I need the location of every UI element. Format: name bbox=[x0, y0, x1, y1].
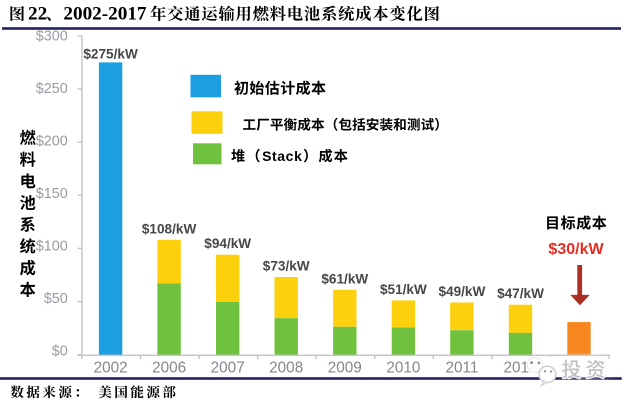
svg-text:Stack: Stack bbox=[262, 148, 302, 164]
svg-text:2002-2017: 2002-2017 bbox=[63, 4, 147, 25]
svg-text:2002: 2002 bbox=[94, 360, 128, 377]
svg-text:2010: 2010 bbox=[386, 360, 420, 377]
svg-text:2007: 2007 bbox=[211, 360, 245, 377]
svg-text:$94/kW: $94/kW bbox=[204, 236, 251, 251]
svg-text:$200: $200 bbox=[36, 133, 68, 149]
svg-text:2011: 2011 bbox=[445, 360, 478, 377]
svg-text:22: 22 bbox=[28, 4, 47, 25]
svg-text:$100: $100 bbox=[36, 239, 68, 255]
svg-text:$150: $150 bbox=[36, 186, 68, 202]
svg-text:$0: $0 bbox=[52, 344, 68, 360]
svg-text:2006: 2006 bbox=[152, 360, 186, 377]
svg-text:$61/kW: $61/kW bbox=[321, 271, 368, 286]
svg-text:2009: 2009 bbox=[328, 360, 362, 377]
svg-text:$30/kW: $30/kW bbox=[548, 241, 604, 258]
svg-text:$49/kW: $49/kW bbox=[438, 284, 485, 299]
svg-text:$47/kW: $47/kW bbox=[497, 286, 544, 301]
svg-text:$108/kW: $108/kW bbox=[142, 221, 197, 236]
svg-text:$300: $300 bbox=[36, 28, 68, 44]
svg-text:2008: 2008 bbox=[269, 360, 303, 377]
svg-text:$51/kW: $51/kW bbox=[380, 282, 427, 297]
svg-text:$250: $250 bbox=[36, 81, 68, 97]
svg-text:$73/kW: $73/kW bbox=[263, 259, 310, 274]
svg-text:$50: $50 bbox=[44, 291, 68, 307]
svg-text:$275/kW: $275/kW bbox=[83, 46, 138, 61]
